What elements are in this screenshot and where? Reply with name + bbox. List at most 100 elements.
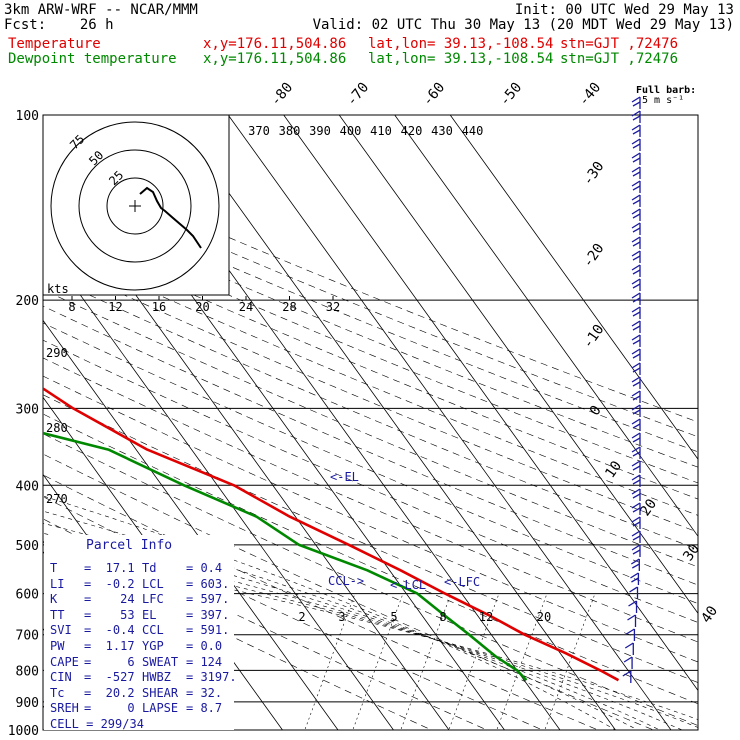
- dry-adiabat-line: [43, 183, 698, 453]
- wind-barb: [631, 334, 641, 347]
- parcel-param-name: TT: [50, 607, 65, 622]
- parcel-param-name: SHEAR: [142, 685, 179, 700]
- dry-adiabat-line: [43, 339, 698, 623]
- temperature-profile: [43, 386, 620, 682]
- el-marker: <-EL: [330, 470, 359, 484]
- theta-e-label: 400: [340, 124, 362, 138]
- isotherm-label: 0: [587, 403, 605, 419]
- full-barb-label: Full barb:: [636, 85, 697, 96]
- pressure-label: 900: [16, 696, 39, 711]
- wind-barb: [622, 670, 632, 683]
- wind-barb: [631, 124, 641, 137]
- parcel-param-name: SVI: [50, 623, 72, 638]
- lcl-marker: <-LCL: [390, 578, 426, 592]
- parcel-param-value: = 603.: [186, 576, 230, 591]
- wind-barb: [631, 306, 641, 319]
- parcel-info-row: CIN = -527 HWBZ = 3197.: [50, 670, 237, 686]
- theta-e-label: 410: [370, 124, 392, 138]
- parcel-param-name: CAPE: [50, 654, 79, 669]
- isotherm-label: -60: [420, 80, 449, 110]
- parcel-param-name: Td: [142, 561, 157, 575]
- hodograph-frame: [42, 114, 230, 296]
- isotherm-line: [283, 115, 698, 692]
- parcel-param-value: = 6: [84, 654, 135, 669]
- wind-barb: [631, 348, 641, 361]
- dew-station: stn=GJT ,72476: [560, 51, 679, 67]
- wind-barb: [631, 110, 641, 123]
- wind-barb: [631, 264, 641, 277]
- parcel-info-row: T = 17.1 Td = 0.4: [50, 561, 237, 577]
- mixing-ratio-line: [448, 593, 500, 730]
- wind-barb: [631, 390, 641, 403]
- pressure-label: 1000: [8, 724, 39, 739]
- theta-e-label: 390: [309, 124, 331, 138]
- moist-adiabat-line: [43, 541, 698, 728]
- parcel-param-name: CCL: [142, 623, 164, 638]
- parcel-param-value: = 397.: [186, 607, 230, 622]
- speed-tick-label: 32: [326, 300, 340, 314]
- dewpoint-profile: [43, 431, 528, 682]
- moist-adiabat-line: [43, 548, 698, 720]
- parcel-param-name: LFC: [142, 592, 164, 607]
- isotherm-label: -70: [344, 80, 373, 110]
- parcel-param-value: = 53: [84, 607, 135, 622]
- theta-label: 270: [46, 492, 68, 506]
- isotherm-label: -80: [268, 80, 297, 110]
- speed-tick-label: 24: [239, 300, 253, 314]
- wind-barb: [631, 460, 641, 473]
- isotherm-label: -40: [576, 80, 605, 110]
- mixing-ratio-line: [304, 593, 356, 730]
- parcel-param-value: = -527: [84, 670, 135, 685]
- parcel-param-value: = -0.2: [84, 576, 135, 591]
- theta-e-label: 440: [462, 124, 484, 138]
- parcel-param-name: T: [50, 561, 58, 575]
- speed-tick-label: 28: [282, 300, 296, 314]
- parcel-param-value: = 3197.: [186, 670, 237, 685]
- mixing-ratio-label: 5: [390, 610, 397, 624]
- parcel-param-name: K: [50, 592, 58, 607]
- speed-tick-label: 8: [68, 300, 75, 314]
- parcel-param-value: = 20.2: [84, 685, 135, 700]
- wind-barb: [631, 502, 641, 515]
- pressure-label: 600: [16, 588, 39, 603]
- parcel-info-row: CAPE = 6 SWEAT = 124: [50, 655, 237, 671]
- pressure-label: 200: [16, 294, 39, 309]
- parcel-param-name: PW: [50, 638, 65, 653]
- wind-barb: [623, 656, 633, 669]
- speed-tick-label: 16: [152, 300, 166, 314]
- isotherm-label: -50: [497, 80, 526, 110]
- parcel-param-name: LI: [50, 576, 65, 591]
- parcel-param-value: = 0.0: [186, 638, 223, 653]
- parcel-param-value: = 1.17: [84, 638, 135, 653]
- isotherm-line: [172, 115, 616, 730]
- temp-xy: x,y=176.11,504.86: [203, 36, 347, 52]
- parcel-param-name: SREH: [50, 701, 79, 716]
- isotherm-line: [227, 115, 672, 730]
- wind-barb: [631, 418, 641, 431]
- parcel-param-value: = 32.: [186, 685, 223, 700]
- model-title: 3km ARW-WRF -- NCAR/MMM: [4, 2, 198, 18]
- dry-adiabat-line: [43, 322, 698, 604]
- isotherm-label: 10: [602, 458, 625, 481]
- parcel-info-row: K = 24 LFC = 597.: [50, 592, 237, 608]
- wind-barb: [631, 236, 641, 249]
- parcel-param-name: Tc: [50, 685, 65, 700]
- dry-adiabat-line: [43, 357, 698, 643]
- speed-tick-label: 20: [195, 300, 209, 314]
- parcel-param-name: SWEAT: [142, 654, 179, 669]
- parcel-param-value: = 8.7: [186, 701, 223, 716]
- wind-barb: [624, 642, 634, 655]
- parcel-param-value: = 597.: [186, 592, 230, 607]
- init-time: Init: 00 UTC Wed 29 May 13: [514, 2, 734, 18]
- wind-barb: [631, 362, 641, 375]
- moist-adiabat-line: [43, 522, 661, 730]
- dry-adiabat-line: [43, 289, 698, 568]
- dry-adiabat-line: [43, 305, 698, 586]
- lfc-marker: <-LFC: [444, 575, 480, 589]
- hodograph-ring: [50, 121, 220, 291]
- theta-e-label: 430: [431, 124, 453, 138]
- theta-e-label: 380: [279, 124, 301, 138]
- theta-e-label: 370: [248, 124, 270, 138]
- wind-barb: [631, 96, 641, 109]
